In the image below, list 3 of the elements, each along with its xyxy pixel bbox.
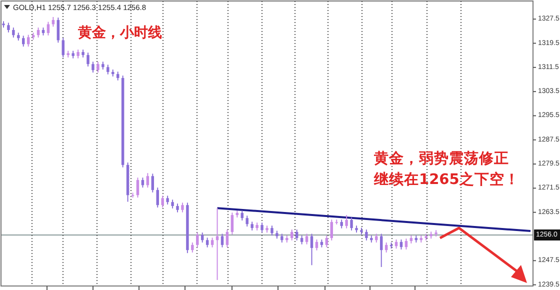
annotation: 继续在1265之下空！ (373, 170, 520, 188)
annotation: 黄金，小时线 (77, 25, 162, 41)
annotation: 黄金，弱势震荡修正 (373, 150, 509, 167)
